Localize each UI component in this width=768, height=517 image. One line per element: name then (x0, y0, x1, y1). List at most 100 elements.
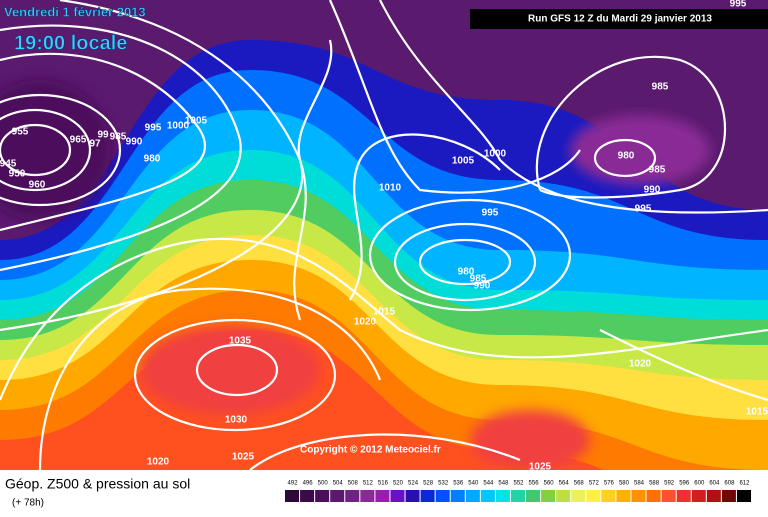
scale-cell (631, 490, 646, 502)
isobar-label: 985 (652, 82, 669, 93)
scale-cell (390, 490, 405, 502)
scale-cell (315, 490, 330, 502)
isobar-label: 1000 (167, 121, 190, 132)
isobar-label: 985 (470, 274, 487, 285)
scale-label: 564 (559, 481, 570, 487)
color-scale: 492 496 500 504 508 512 516 520 524 528 532 536 540 5… (285, 481, 751, 502)
scale-cell (420, 490, 435, 502)
isobar-label: 995 (635, 204, 652, 215)
isobar-label: 1015 (746, 407, 768, 418)
isobar-label: 950 (9, 169, 26, 180)
scale-label: 580 (619, 481, 630, 487)
scale-label: 536 (453, 481, 464, 487)
footer-lead: (+ 78h) (12, 498, 44, 509)
scale-cell (601, 490, 616, 502)
isobar-label: 985 (649, 165, 666, 176)
scale-cell (691, 490, 706, 502)
scale-label: 524 (408, 481, 419, 487)
isobar-label: 985 (110, 132, 127, 143)
scale-cell (676, 490, 691, 502)
scale-label: 544 (483, 481, 494, 487)
run-box (470, 9, 768, 29)
isobar-label: 990 (474, 281, 491, 292)
copyright: Copyright © 2012 Meteociel.fr (300, 445, 441, 456)
scale-label: 560 (544, 481, 555, 487)
isobar-label: 1020 (629, 359, 652, 370)
footer-title: Géop. Z500 & pression au sol (5, 476, 190, 492)
low-centers (0, 80, 710, 470)
scale-label: 500 (318, 481, 329, 487)
scale-label: 572 (589, 481, 600, 487)
scale-label: 504 (333, 481, 344, 487)
scale-cell (541, 490, 556, 502)
scale-label: 528 (423, 481, 434, 487)
isobar-label: 99 (97, 130, 109, 141)
scale-label: 588 (649, 481, 660, 487)
scale-cell (450, 490, 465, 502)
forecast-date: Vendredi 1 février 2013 (4, 4, 146, 19)
isobars (0, 0, 768, 471)
isobar-label: 1025 (232, 452, 255, 463)
isobar-label: 980 (618, 151, 635, 162)
isobar-label: 995 (482, 208, 499, 219)
scale-label: 540 (468, 481, 479, 487)
scale-label: 596 (679, 481, 690, 487)
scale-cell (661, 490, 676, 502)
isobar-label: 960 (29, 180, 46, 191)
isobar-label: 1020 (354, 317, 377, 328)
scale-cell (526, 490, 541, 502)
scale-cell (465, 490, 480, 502)
scale-cell (556, 490, 571, 502)
isobar-label: 1010 (379, 183, 402, 194)
scale-cell (646, 490, 661, 502)
scale-label: 556 (529, 481, 540, 487)
forecast-time: 19:00 locale (14, 32, 127, 54)
isobar-label: 955 (12, 127, 29, 138)
scale-label: 516 (378, 481, 389, 487)
scale-label: 576 (604, 481, 615, 487)
scale-cell (706, 490, 721, 502)
isobar-label: 945 (0, 159, 17, 170)
scale-cell (510, 490, 526, 502)
scale-cell (375, 490, 390, 502)
scale-label: 592 (664, 481, 675, 487)
scale-cell (495, 490, 510, 502)
scale-label: 568 (574, 481, 585, 487)
scale-label: 548 (498, 481, 509, 487)
scale-label: 600 (694, 481, 705, 487)
isobar-label: 1005 (185, 116, 208, 127)
scale-cell (736, 490, 751, 502)
scale-label: 496 (303, 481, 314, 487)
scale-label: 532 (438, 481, 449, 487)
scale-cell (435, 490, 450, 502)
scale-cell (721, 490, 736, 502)
scale-cell (285, 490, 300, 502)
scale-cell (300, 490, 315, 502)
scale-cell (330, 490, 345, 502)
scale-label: 512 (363, 481, 374, 487)
isobar-label: 990 (126, 137, 143, 148)
scale-cell (480, 490, 495, 502)
isobar-label: 980 (144, 154, 161, 165)
isobar-label: 1000 (484, 149, 507, 160)
scale-label: 612 (739, 481, 750, 487)
scale-label: 520 (393, 481, 404, 487)
isobar-label: 1015 (373, 307, 396, 318)
isobar-label: 1035 (229, 336, 252, 347)
isobar-label: 990 (644, 185, 661, 196)
scale-cell (616, 490, 631, 502)
isobar-label: 965 (70, 135, 87, 146)
scale-label: 492 (288, 481, 299, 487)
scale-cell (360, 490, 375, 502)
scale-label: 584 (634, 481, 645, 487)
scale-cell (571, 490, 586, 502)
isobar-label: 980 (458, 267, 475, 278)
isobar-label: 1005 (452, 156, 475, 167)
scale-label: 604 (709, 481, 720, 487)
scale-label: 508 (348, 481, 359, 487)
scale-cell (345, 490, 360, 502)
isobar-label: 995 (730, 0, 747, 10)
scale-label: 552 (513, 481, 524, 487)
